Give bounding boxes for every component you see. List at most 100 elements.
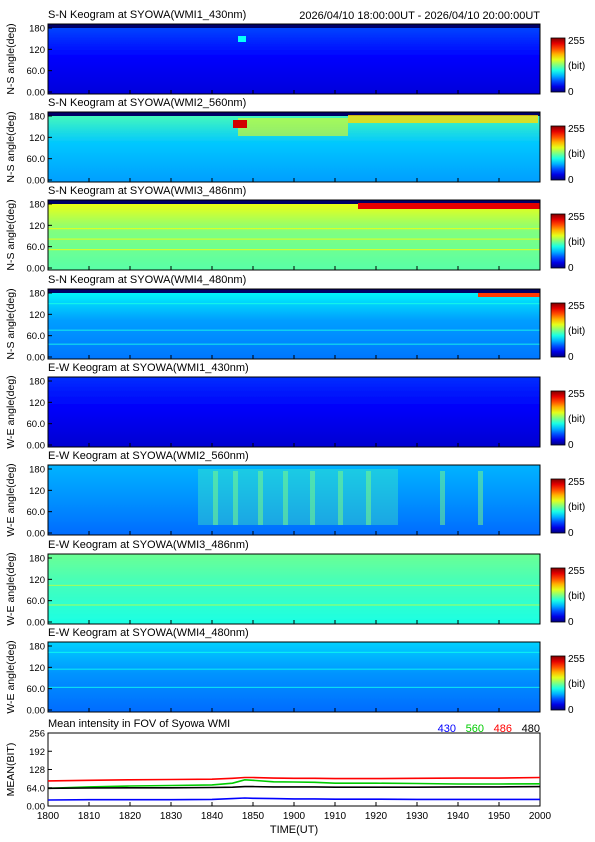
aurora-band bbox=[348, 115, 538, 123]
aurora-ray bbox=[478, 471, 483, 525]
y-tick-label: 180 bbox=[29, 112, 45, 123]
keogram-edge bbox=[48, 200, 540, 204]
keogram-panel-3: S-N Keogram at SYOWA(WMI3_486nm) 0.00 60.0… bbox=[5, 185, 585, 275]
y-axis-label: W-E angle(deg) bbox=[5, 463, 17, 536]
keogram-image bbox=[48, 24, 540, 94]
chart-frame bbox=[47, 732, 541, 807]
x-tick-label: 1940 bbox=[447, 811, 470, 822]
y-tick-label: 120 bbox=[29, 133, 45, 144]
chart-title: Mean intensity in FOV of Syowa WMI bbox=[48, 718, 230, 730]
y-axis-label: N-S angle(deg) bbox=[5, 288, 17, 359]
y-axis-label: N-S angle(deg) bbox=[5, 199, 17, 270]
colorbar-max-label: 255 bbox=[568, 301, 585, 312]
keogram-stripe bbox=[48, 228, 540, 230]
panel-title: E-W Keogram at SYOWA(WMI2_560nm) bbox=[48, 450, 249, 462]
x-tick-label: 1930 bbox=[406, 811, 429, 822]
x-tick-label: 1810 bbox=[78, 811, 101, 822]
keogram-stripe bbox=[48, 651, 540, 653]
y-tick-label: 120 bbox=[29, 310, 45, 321]
panel-title: S-N Keogram at SYOWA(WMI3_486nm) bbox=[48, 185, 246, 197]
aurora-ray bbox=[440, 471, 445, 525]
keogram-panel-2: S-N Keogram at SYOWA(WMI2_560nm) 0.00 60.0… bbox=[5, 97, 585, 187]
y-tick-label: 120 bbox=[29, 221, 45, 232]
keogram-stripe bbox=[48, 668, 540, 670]
x-tick-label: 1820 bbox=[119, 811, 142, 822]
colorbar-min-label: 0 bbox=[568, 175, 574, 186]
y-tick-label: 180 bbox=[29, 377, 45, 388]
keogram-stripe bbox=[48, 604, 540, 606]
y-tick-label: 0.00 bbox=[27, 529, 46, 540]
colorbar-max-label: 255 bbox=[568, 477, 585, 488]
keogram-stripe bbox=[48, 249, 540, 251]
keogram-stripe bbox=[48, 303, 540, 305]
x-tick-label: 2000 bbox=[529, 811, 552, 822]
keogram-image bbox=[48, 377, 540, 447]
panel-title: E-W Keogram at SYOWA(WMI4_480nm) bbox=[48, 627, 249, 639]
colorbar-max-label: 255 bbox=[568, 212, 585, 223]
keogram-hotband bbox=[358, 203, 540, 209]
colorbar-min-label: 0 bbox=[568, 352, 574, 363]
keogram-stripe bbox=[48, 329, 540, 331]
y-tick-label: 128 bbox=[29, 765, 45, 776]
y-tick-label: 60.0 bbox=[27, 242, 46, 253]
legend-label-486: 486 bbox=[494, 723, 512, 735]
aurora-ray bbox=[213, 471, 218, 525]
keogram-panel-7: E-W Keogram at SYOWA(WMI3_486nm) 0.00 60.0… bbox=[5, 539, 585, 629]
colorbar-max-label: 255 bbox=[568, 566, 585, 577]
x-tick-label: 1950 bbox=[488, 811, 511, 822]
keogram-image bbox=[48, 465, 540, 535]
y-tick-label: 0.00 bbox=[27, 706, 46, 717]
aurora-curtain bbox=[198, 469, 398, 525]
colorbar bbox=[550, 655, 566, 711]
mean-intensity-chart: Mean intensity in FOV of Syowa WMI 480 486… bbox=[5, 718, 552, 836]
colorbar-unit-label: (bit) bbox=[568, 679, 585, 690]
x-axis-label: TIME(UT) bbox=[270, 824, 318, 836]
colorbar-min-label: 0 bbox=[568, 263, 574, 274]
y-tick-label: 0.00 bbox=[27, 441, 46, 452]
keogram-edge bbox=[48, 24, 540, 28]
keogram-edge bbox=[48, 289, 540, 293]
y-axis-label: MEAN(BIT) bbox=[5, 743, 17, 797]
keogram-edge bbox=[48, 112, 540, 116]
x-tick-label: 1920 bbox=[365, 811, 388, 822]
x-tick-label: 1800 bbox=[37, 811, 60, 822]
keogram-panel-4: S-N Keogram at SYOWA(WMI4_480nm) 0.00 60.0… bbox=[5, 274, 585, 364]
aurora-peak bbox=[233, 120, 247, 128]
y-tick-label: 60.0 bbox=[27, 684, 46, 695]
colorbar bbox=[550, 125, 566, 181]
colorbar-max-label: 255 bbox=[568, 36, 585, 47]
colorbar-min-label: 0 bbox=[568, 87, 574, 98]
aurora-ray bbox=[310, 471, 315, 525]
x-tick-label: 1900 bbox=[283, 811, 306, 822]
y-tick-label: 0.00 bbox=[27, 353, 46, 364]
keogram-panel-5: E-W Keogram at SYOWA(WMI1_430nm) 0.00 60.0… bbox=[5, 362, 585, 452]
x-tick-label: 1910 bbox=[324, 811, 347, 822]
x-tick-label: 1830 bbox=[160, 811, 183, 822]
series-line-480 bbox=[47, 785, 541, 790]
y-tick-label: 60.0 bbox=[27, 154, 46, 165]
x-tick-label: 1840 bbox=[201, 811, 224, 822]
colorbar-unit-label: (bit) bbox=[568, 591, 585, 602]
keogram-panel-8: E-W Keogram at SYOWA(WMI4_480nm) 0.00 60.0… bbox=[5, 627, 585, 717]
colorbar-max-label: 255 bbox=[568, 124, 585, 135]
colorbar-unit-label: (bit) bbox=[568, 61, 585, 72]
y-tick-label: 180 bbox=[29, 642, 45, 653]
y-axis-label: N-S angle(deg) bbox=[5, 111, 17, 182]
keogram-stripe bbox=[48, 584, 540, 586]
keogram-hotband bbox=[478, 293, 540, 297]
colorbar-max-label: 255 bbox=[568, 389, 585, 400]
y-tick-label: 60.0 bbox=[27, 331, 46, 342]
colorbar-unit-label: (bit) bbox=[568, 326, 585, 337]
colorbar bbox=[550, 302, 566, 358]
y-tick-label: 60.0 bbox=[27, 507, 46, 518]
colorbar-max-label: 255 bbox=[568, 654, 585, 665]
y-axis-label: W-E angle(deg) bbox=[5, 552, 17, 625]
y-axis-label: N-S angle(deg) bbox=[5, 23, 17, 94]
keogram-stripe bbox=[48, 238, 540, 240]
legend-label-480: 480 bbox=[522, 723, 540, 735]
y-tick-label: 180 bbox=[29, 554, 45, 565]
colorbar-min-label: 0 bbox=[568, 528, 574, 539]
aurora-ray bbox=[338, 471, 343, 525]
y-tick-label: 64.0 bbox=[27, 783, 46, 794]
colorbar bbox=[550, 390, 566, 446]
